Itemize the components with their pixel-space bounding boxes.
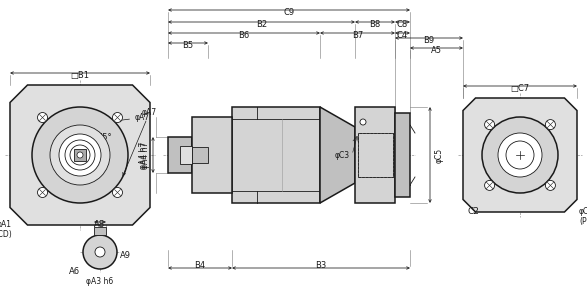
- Polygon shape: [463, 98, 577, 212]
- Text: B3: B3: [315, 261, 326, 270]
- Text: B2: B2: [256, 20, 267, 29]
- Text: B7: B7: [352, 31, 363, 40]
- Text: φC5: φC5: [435, 147, 444, 163]
- Circle shape: [113, 113, 123, 123]
- Text: □C7: □C7: [511, 84, 529, 93]
- Text: A9: A9: [120, 252, 131, 260]
- Text: B5: B5: [183, 41, 194, 50]
- Circle shape: [77, 152, 83, 158]
- Text: φC1
(PCD): φC1 (PCD): [579, 207, 587, 226]
- Text: C6: C6: [514, 137, 527, 147]
- Bar: [180, 146, 192, 164]
- Text: B6: B6: [238, 31, 249, 40]
- Circle shape: [32, 107, 128, 203]
- Text: A8: A8: [95, 220, 106, 229]
- Bar: [94, 227, 106, 235]
- Circle shape: [508, 143, 532, 167]
- Text: A6: A6: [69, 267, 80, 276]
- Polygon shape: [320, 107, 355, 203]
- Text: B9: B9: [423, 36, 434, 45]
- Text: φA3 h6: φA3 h6: [86, 277, 114, 286]
- Circle shape: [485, 180, 495, 191]
- Text: B4: B4: [194, 261, 205, 270]
- Circle shape: [70, 145, 90, 165]
- Bar: [192, 147, 208, 163]
- Text: C2: C2: [468, 207, 480, 216]
- Circle shape: [360, 119, 366, 125]
- Circle shape: [506, 141, 534, 169]
- Text: φA7: φA7: [123, 108, 157, 176]
- Text: C8: C8: [397, 20, 408, 29]
- Text: φA7: φA7: [117, 113, 150, 122]
- Text: A5: A5: [431, 46, 442, 55]
- Polygon shape: [168, 137, 192, 173]
- Circle shape: [482, 117, 558, 193]
- Circle shape: [38, 113, 48, 123]
- Text: C4: C4: [397, 31, 408, 40]
- Bar: [358, 133, 393, 177]
- Circle shape: [113, 188, 123, 197]
- Circle shape: [50, 125, 110, 185]
- Circle shape: [65, 140, 95, 170]
- Circle shape: [95, 247, 105, 257]
- Text: φC3: φC3: [335, 150, 350, 160]
- Bar: [355, 107, 395, 203]
- Bar: [395, 113, 410, 197]
- Circle shape: [83, 235, 117, 269]
- Text: φA4 h7: φA4 h7: [139, 141, 148, 169]
- Circle shape: [498, 133, 542, 177]
- Text: C9: C9: [284, 8, 295, 17]
- Text: B8: B8: [369, 20, 380, 29]
- Circle shape: [38, 188, 48, 197]
- Circle shape: [59, 134, 101, 176]
- Bar: [232, 107, 320, 203]
- Bar: [74, 149, 86, 161]
- Polygon shape: [192, 117, 232, 193]
- Circle shape: [545, 119, 555, 130]
- Text: □B1: □B1: [70, 71, 89, 80]
- Polygon shape: [10, 85, 150, 225]
- Circle shape: [545, 180, 555, 191]
- Text: φA4 h7: φA4 h7: [141, 141, 150, 169]
- Text: φA1
(PCD): φA1 (PCD): [0, 220, 12, 239]
- Text: 45°: 45°: [98, 133, 113, 142]
- Text: A2: A2: [55, 135, 68, 145]
- Circle shape: [485, 119, 495, 130]
- Bar: [358, 133, 393, 177]
